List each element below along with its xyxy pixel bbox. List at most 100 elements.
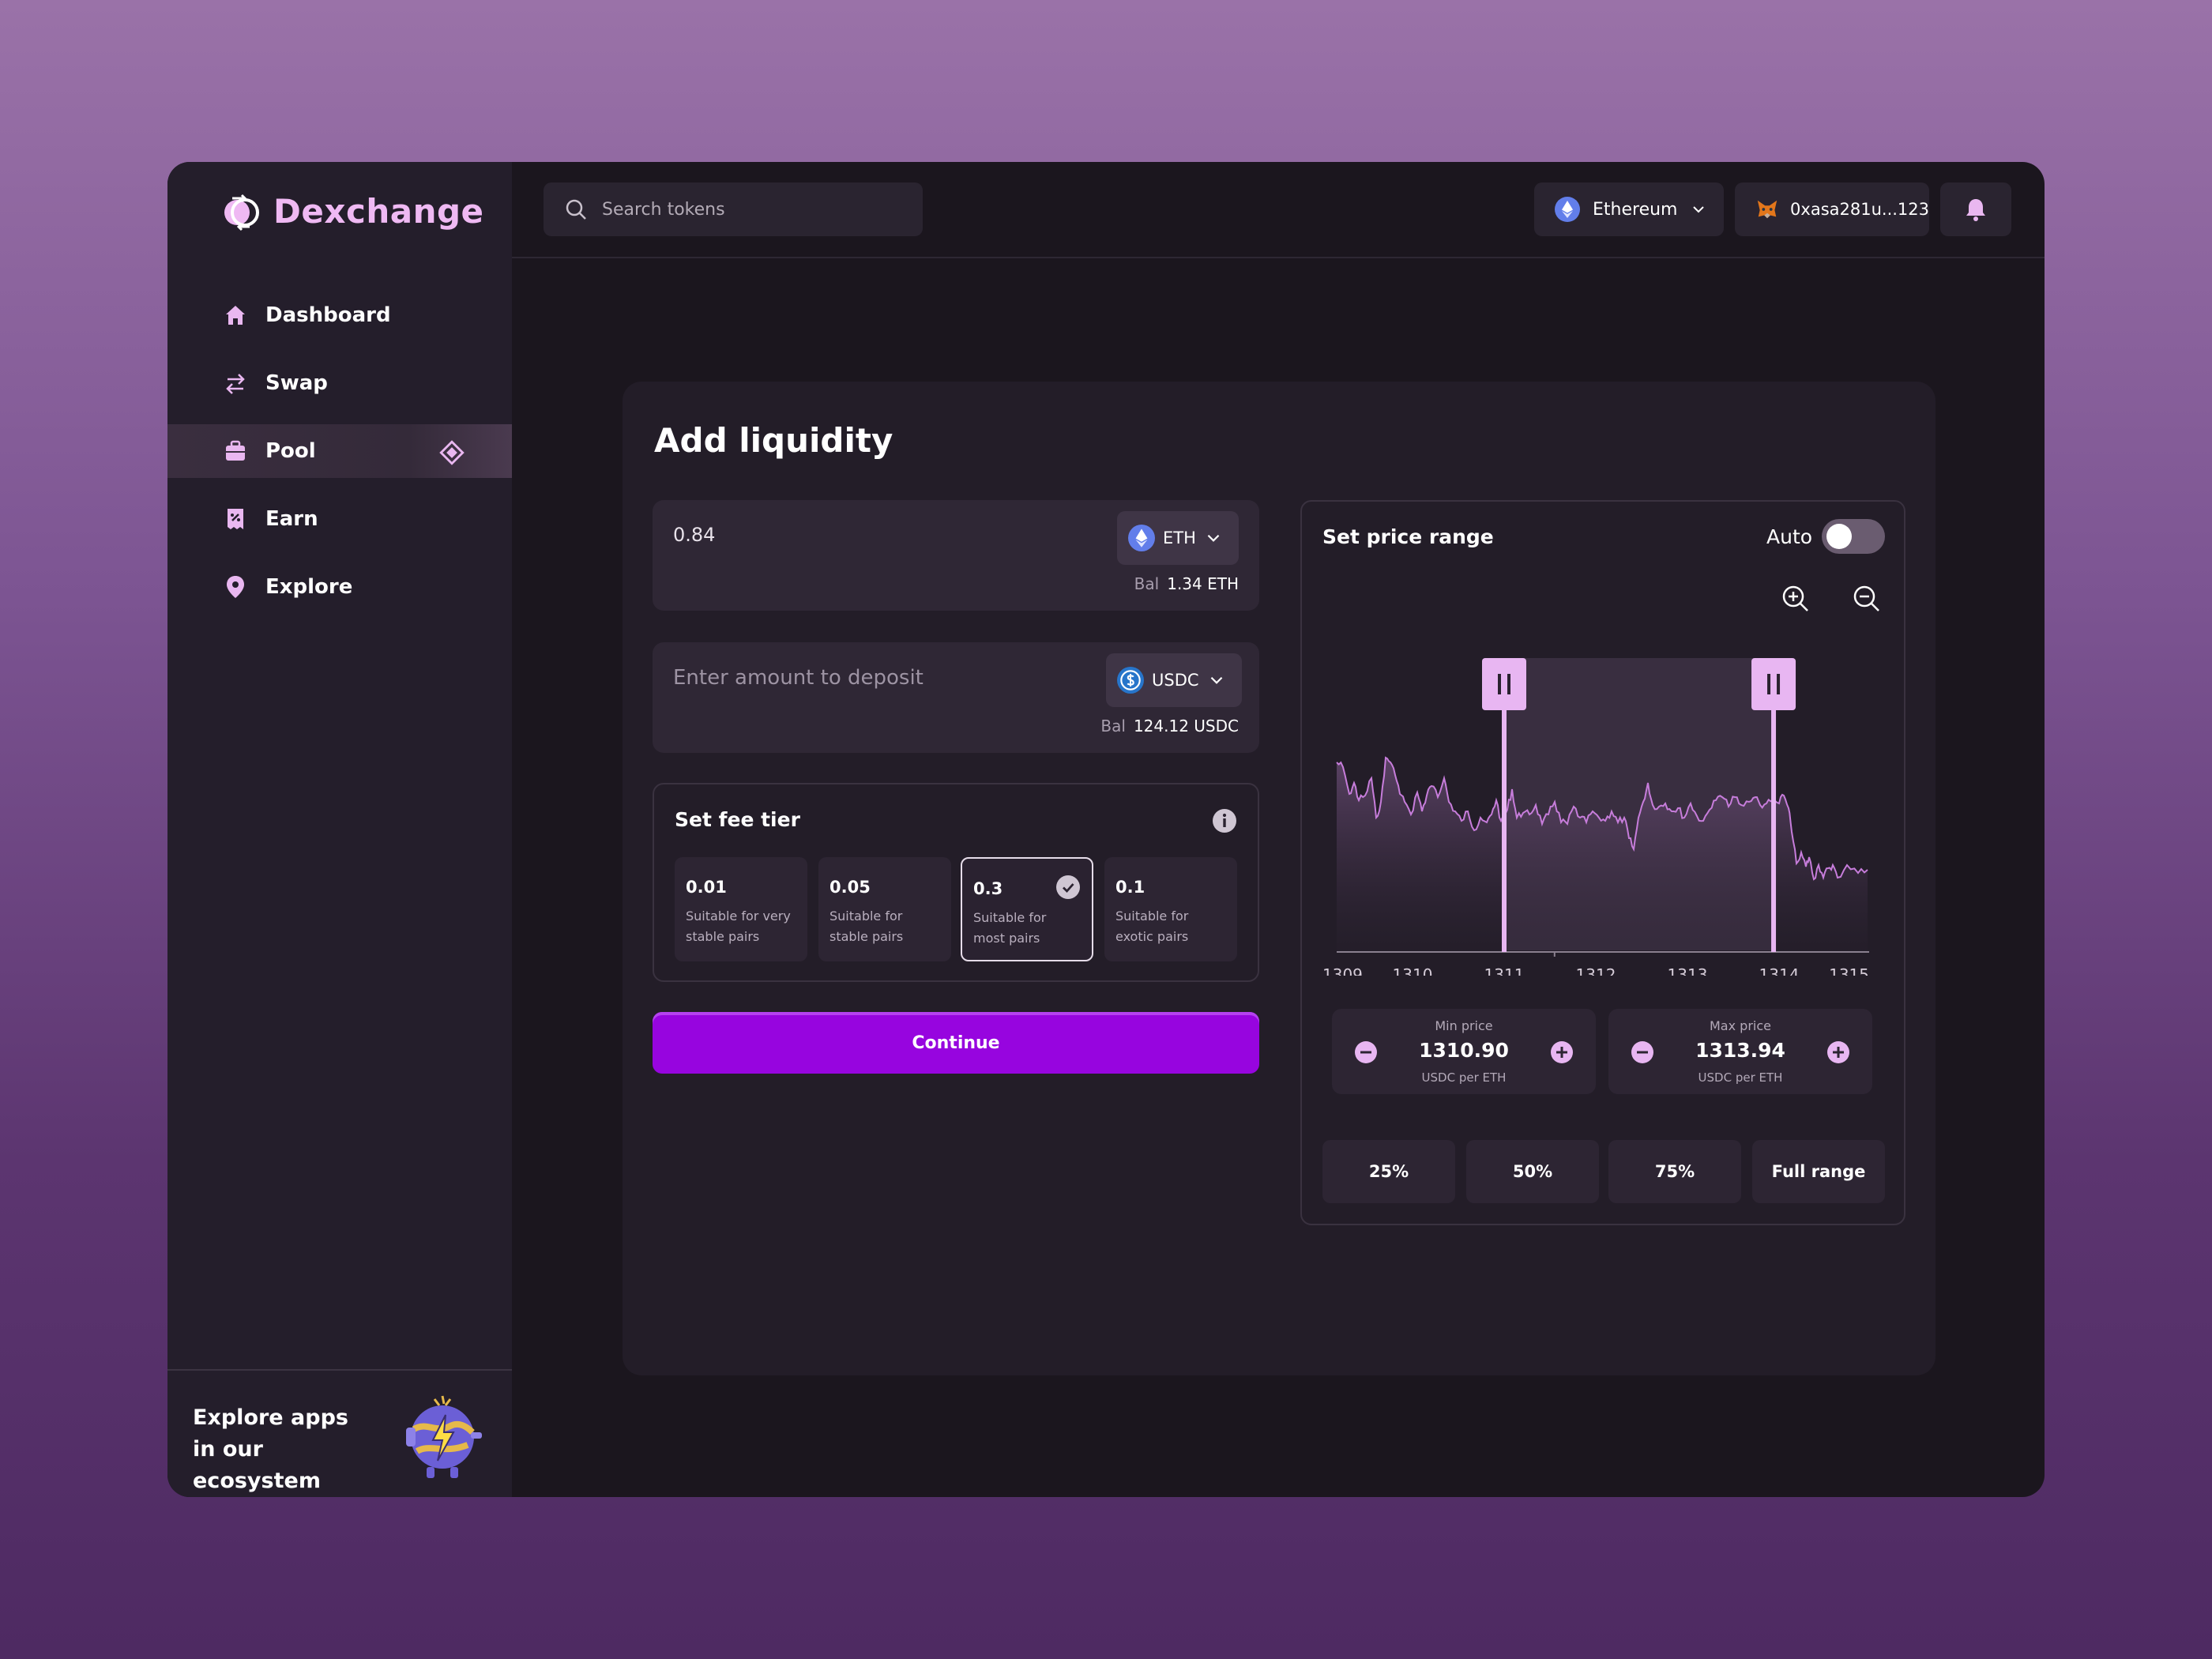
network-name: Ethereum [1593,199,1678,220]
ecosystem-promo[interactable]: Explore apps in our ecosystem [167,1369,512,1497]
location-pin-icon [227,576,244,598]
notifications-button[interactable] [1940,182,2011,236]
auto-toggle[interactable] [1822,519,1885,554]
chevron-down-icon [1693,206,1705,213]
token-a-selector[interactable]: ETH [1117,511,1239,565]
range-preset-full[interactable]: Full range [1752,1140,1885,1203]
token-a-amount-box[interactable]: 0.84 ETH Bal 1.34 ETH [653,500,1259,611]
search-icon [566,199,586,220]
auto-label: Auto [1766,525,1813,548]
chevron-down-icon [1210,676,1222,684]
x-tick-label: 1312 [1576,965,1616,976]
usdc-icon [1117,667,1144,694]
sidebar-item-label: Dashboard [265,303,391,327]
zoom-out-icon[interactable] [1852,584,1882,614]
fee-option-0-05[interactable]: 0.05 Suitable for stable pairs [818,857,951,961]
sidebar-item-earn[interactable]: Earn [167,492,512,546]
wallet-button[interactable]: 0xasa281u...123 [1735,182,1929,236]
token-a-amount[interactable]: 0.84 [673,524,716,546]
fee-description: Suitable for most pairs [973,910,1047,946]
handle-line[interactable] [1771,658,1777,952]
app-window: Dexchange Dashboard Swap Pool [167,162,2045,1497]
max-price-unit: USDC per ETH [1698,1070,1783,1085]
balance-value: 1.34 ETH [1167,574,1239,593]
token-b-symbol: USDC [1152,671,1199,690]
x-tick-label: 1311 [1484,965,1525,976]
token-b-selector[interactable]: USDC [1106,653,1242,707]
continue-button[interactable]: Continue [653,1012,1259,1074]
range-preset-25[interactable]: 25% [1322,1140,1455,1203]
check-circle-icon [1056,875,1080,899]
max-price-label: Max price [1710,1018,1771,1033]
min-price-card: Min price 1310.90 USDC per ETH [1332,1009,1596,1094]
fee-option-0-3[interactable]: 0.3 Suitable for most pairs [961,857,1093,961]
min-price-handle[interactable] [1482,658,1526,952]
fee-value: 0.05 [830,878,871,897]
balance-label: Bal [1134,574,1160,593]
x-axis-ticks: 1309 1310 1311 1312 1313 1314 1315 [1322,952,1869,976]
info-icon[interactable] [1212,808,1237,833]
sidebar-item-dashboard[interactable]: Dashboard [167,288,512,342]
token-b-balance: Bal 124.12 USDC [1100,717,1239,735]
logo[interactable]: Dexchange [221,190,484,231]
briefcase-icon [226,440,245,461]
token-a-symbol: ETH [1163,529,1196,547]
dexchange-logo-icon [224,194,259,231]
fee-description: Suitable for stable pairs [830,908,904,944]
handle-grip[interactable] [1751,658,1796,710]
balance-label: Bal [1100,717,1126,735]
swap-icon [226,374,245,394]
x-tick-label: 1315 [1829,965,1869,976]
top-bar: Ethereum 0xasa281u...123 [512,162,2045,258]
sidebar-item-label: Explore [265,575,353,599]
token-b-amount-box[interactable]: Enter amount to deposit USDC Bal 124.12 U… [653,642,1259,753]
search-box[interactable] [544,182,923,236]
min-price-label: Min price [1435,1018,1493,1033]
receipt-icon [228,509,243,529]
price-chart[interactable]: 1309 1310 1311 1312 1313 1314 1315 [1302,628,1907,976]
sidebar-item-explore[interactable]: Explore [167,560,512,614]
app-name: Dexchange [273,191,484,231]
minus-circle-icon[interactable] [1631,1040,1654,1064]
max-price-card: Max price 1313.94 USDC per ETH [1608,1009,1872,1094]
sidebar-item-label: Earn [265,507,318,531]
fee-value: 0.3 [973,879,1003,898]
price-range-title: Set price range [1322,525,1494,548]
fee-tier-title: Set fee tier [675,808,800,831]
max-price-value[interactable]: 1313.94 [1695,1039,1785,1062]
token-b-amount-input[interactable]: Enter amount to deposit [673,666,924,690]
price-range-panel: Set price range Auto [1300,500,1905,1225]
fee-description: Suitable for exotic pairs [1115,908,1189,944]
bell-icon [1966,199,1985,221]
ethereum-icon [1128,525,1155,551]
plus-circle-icon[interactable] [1550,1040,1574,1064]
price-line [1336,756,1868,881]
max-price-handle[interactable] [1751,658,1796,952]
handle-line[interactable] [1502,658,1507,952]
fee-option-0-01[interactable]: 0.01 Suitable for very stable pairs [675,857,807,961]
wallet-address: 0xasa281u...123 [1790,200,1929,219]
balance-value: 124.12 USDC [1133,717,1239,735]
sidebar-item-pool[interactable]: Pool [167,424,512,478]
diamond-icon [439,440,465,465]
minus-circle-icon[interactable] [1354,1040,1378,1064]
fee-tier-panel: Set fee tier 0.01 Suitable for very stab… [653,783,1259,982]
x-tick-label: 1309 [1322,965,1363,976]
ecosystem-globe-icon [406,1395,482,1478]
sidebar-item-swap[interactable]: Swap [167,356,512,410]
metamask-fox-icon [1757,200,1778,219]
x-tick-label: 1313 [1668,965,1708,976]
range-preset-75[interactable]: 75% [1608,1140,1741,1203]
price-area [1337,758,1868,952]
range-preset-50[interactable]: 50% [1466,1140,1599,1203]
x-tick-label: 1310 [1393,965,1433,976]
search-input[interactable] [602,199,902,220]
handle-grip[interactable] [1482,658,1526,710]
min-price-value[interactable]: 1310.90 [1419,1039,1509,1062]
page-title: Add liquidity [654,421,893,460]
zoom-in-icon[interactable] [1781,584,1811,614]
fee-option-0-1[interactable]: 0.1 Suitable for exotic pairs [1104,857,1237,961]
plus-circle-icon[interactable] [1826,1040,1850,1064]
network-selector[interactable]: Ethereum [1534,182,1724,236]
sidebar: Dexchange Dashboard Swap Pool [167,162,512,1497]
